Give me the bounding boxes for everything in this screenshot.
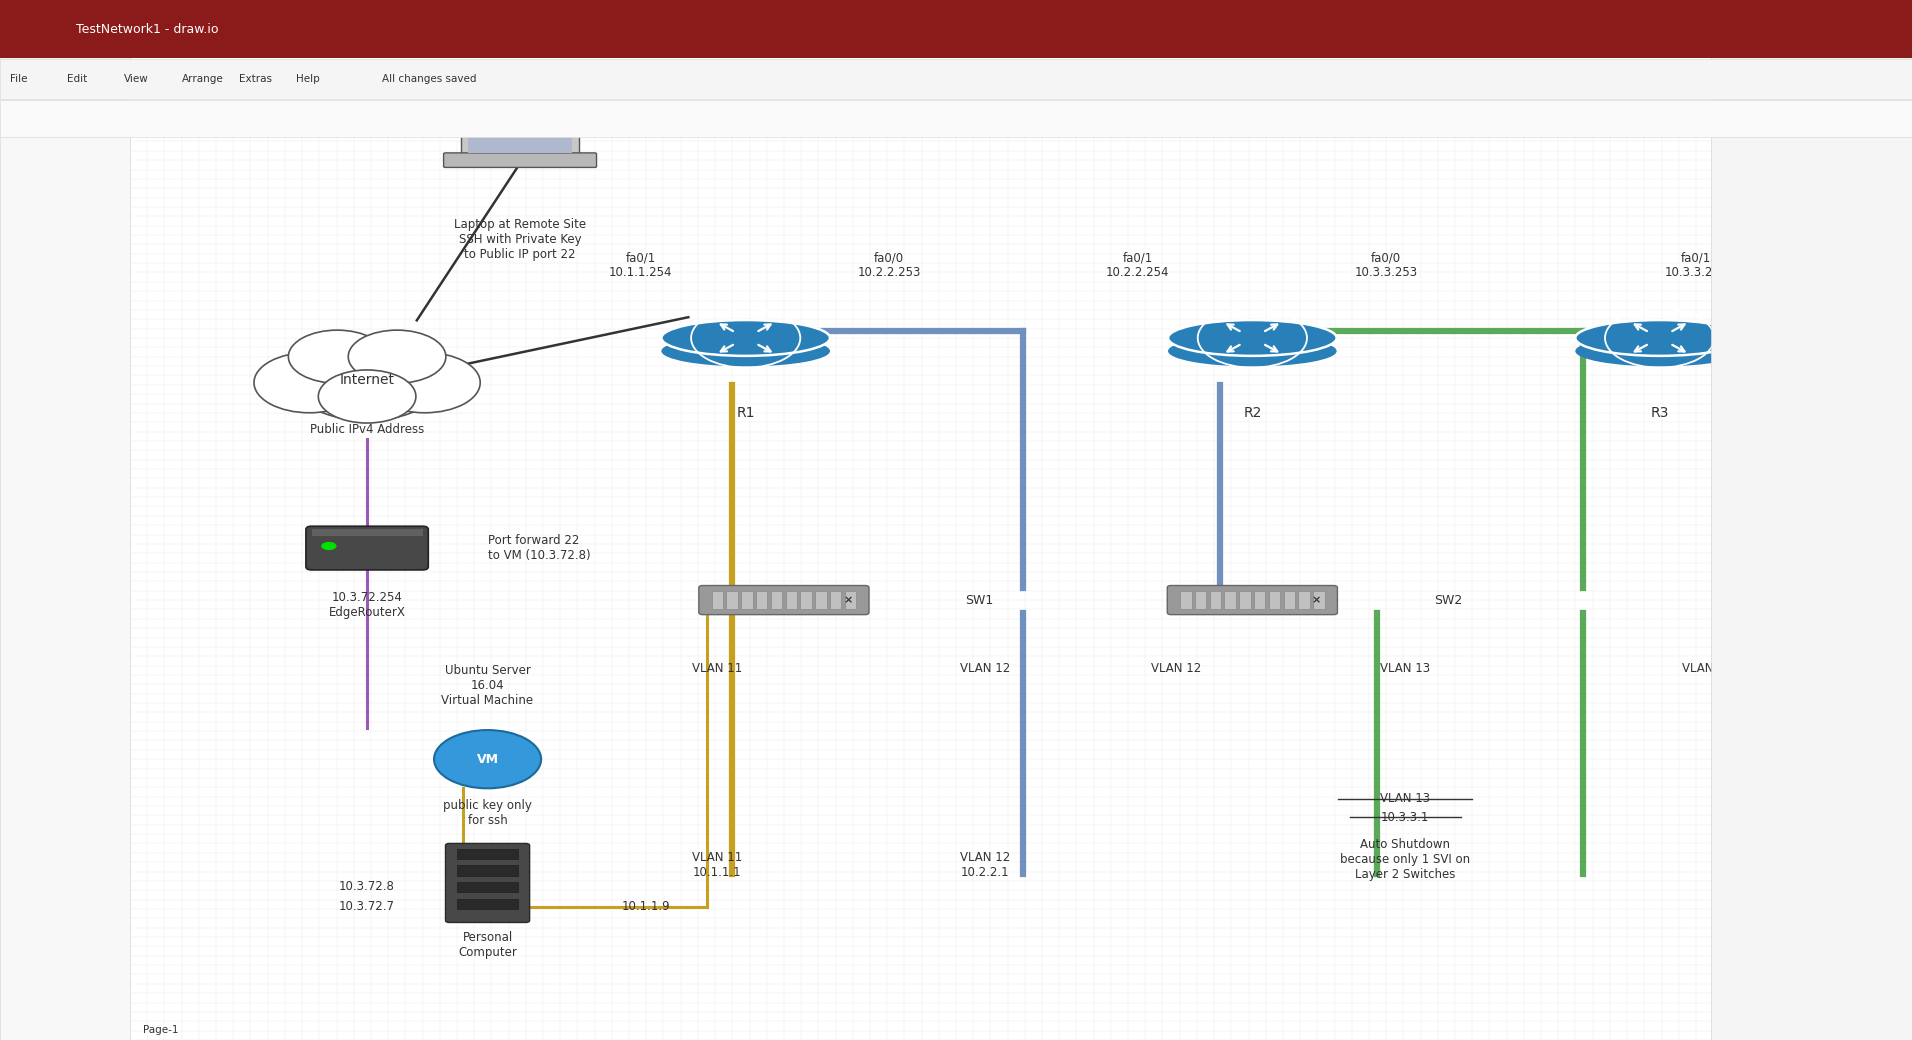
Text: VM: VM	[476, 753, 499, 765]
Text: fa0/1
10.2.2.254: fa0/1 10.2.2.254	[1105, 252, 1170, 279]
Bar	[815, 591, 826, 609]
Text: View: View	[124, 74, 149, 84]
Text: VLAN 12
10.2.2.1: VLAN 12 10.2.2.1	[960, 852, 1010, 879]
Text: fa0/1
10.1.1.254: fa0/1 10.1.1.254	[608, 252, 673, 279]
Text: Personal
Computer: Personal Computer	[459, 931, 516, 959]
Bar	[1210, 591, 1222, 609]
Text: VLAN 13: VLAN 13	[1380, 662, 1430, 675]
Ellipse shape	[662, 320, 830, 356]
Text: VLAN 12: VLAN 12	[960, 662, 1010, 675]
Bar	[457, 882, 518, 892]
Text: VLAN 11
10.1.1.1: VLAN 11 10.1.1.1	[692, 852, 742, 879]
Text: Auto Shutdown
because only 1 SVI on
Layer 2 Switches: Auto Shutdown because only 1 SVI on Laye…	[1340, 838, 1470, 881]
Text: VLAN 13: VLAN 13	[1380, 792, 1430, 805]
Circle shape	[293, 339, 442, 420]
FancyBboxPatch shape	[461, 113, 579, 157]
Text: SW1: SW1	[966, 594, 994, 606]
Bar	[1283, 591, 1294, 609]
Text: ×: ×	[1312, 595, 1321, 605]
Bar	[1270, 591, 1281, 609]
Text: Port forward 22
to VM (10.3.72.8): Port forward 22 to VM (10.3.72.8)	[488, 535, 591, 562]
Bar	[711, 591, 723, 609]
FancyBboxPatch shape	[1166, 586, 1336, 615]
Bar	[771, 591, 782, 609]
Text: Page-1: Page-1	[143, 1024, 180, 1035]
Text: SW2: SW2	[1434, 594, 1463, 606]
Bar	[1180, 591, 1191, 609]
FancyBboxPatch shape	[306, 526, 428, 570]
Text: fa0/1
10.3.3.254: fa0/1 10.3.3.254	[1663, 252, 1728, 279]
FancyBboxPatch shape	[0, 100, 1912, 137]
Circle shape	[369, 353, 480, 413]
Bar	[1239, 591, 1250, 609]
Ellipse shape	[1168, 336, 1336, 366]
Text: TestNetwork1 - draw.io: TestNetwork1 - draw.io	[76, 23, 220, 35]
Bar	[1298, 591, 1310, 609]
Bar	[1224, 591, 1235, 609]
FancyBboxPatch shape	[1711, 137, 1912, 1040]
Bar	[755, 591, 767, 609]
Circle shape	[321, 542, 337, 550]
Text: Laptop at Remote Site
SSH with Private Key
to Public IP port 22: Laptop at Remote Site SSH with Private K…	[453, 218, 587, 261]
FancyBboxPatch shape	[0, 0, 1912, 58]
Text: VLAN 13: VLAN 13	[1683, 662, 1732, 675]
Bar	[845, 591, 857, 609]
Text: VLAN 11: VLAN 11	[692, 662, 742, 675]
FancyBboxPatch shape	[312, 529, 423, 536]
Text: R3: R3	[1650, 406, 1669, 420]
Text: All changes saved: All changes saved	[382, 74, 476, 84]
Ellipse shape	[1168, 320, 1336, 356]
Text: Help: Help	[296, 74, 319, 84]
Bar	[801, 591, 813, 609]
Text: R1: R1	[736, 406, 755, 420]
Bar	[1254, 591, 1266, 609]
Circle shape	[254, 353, 365, 413]
Bar	[1195, 591, 1206, 609]
Text: R2: R2	[1243, 406, 1262, 420]
Circle shape	[317, 370, 417, 423]
FancyBboxPatch shape	[0, 137, 130, 1040]
Text: Ubuntu Server
16.04
Virtual Machine: Ubuntu Server 16.04 Virtual Machine	[442, 665, 533, 707]
Circle shape	[289, 330, 386, 383]
FancyBboxPatch shape	[445, 843, 530, 922]
Text: Extras: Extras	[239, 74, 272, 84]
Text: public key only
for ssh: public key only for ssh	[444, 799, 532, 827]
Text: Internet: Internet	[340, 372, 394, 387]
Text: ×: ×	[843, 595, 853, 605]
Text: Public IPv4 Address: Public IPv4 Address	[310, 423, 424, 436]
Text: 10.3.72.7: 10.3.72.7	[338, 901, 396, 913]
Text: 10.3.72.254
EdgeRouterX: 10.3.72.254 EdgeRouterX	[329, 591, 405, 619]
Bar	[727, 591, 738, 609]
FancyBboxPatch shape	[0, 59, 1912, 99]
Bar	[457, 865, 518, 876]
Text: VLAN 12: VLAN 12	[1151, 662, 1201, 675]
Text: 10.3.72.8: 10.3.72.8	[338, 880, 396, 892]
Text: 10.1.1.9: 10.1.1.9	[621, 901, 671, 913]
Bar	[830, 591, 841, 609]
Text: File: File	[10, 74, 27, 84]
Bar	[1314, 591, 1325, 609]
Text: Arrange: Arrange	[182, 74, 224, 84]
Text: fa0/0
10.3.3.253: fa0/0 10.3.3.253	[1354, 252, 1419, 279]
Circle shape	[348, 330, 445, 383]
Ellipse shape	[1575, 336, 1744, 366]
Ellipse shape	[1575, 320, 1744, 356]
Bar	[457, 849, 518, 859]
Bar	[786, 591, 797, 609]
Bar	[457, 899, 518, 909]
FancyBboxPatch shape	[130, 0, 1711, 1040]
Bar	[742, 591, 753, 609]
Text: Edit: Edit	[67, 74, 88, 84]
FancyBboxPatch shape	[444, 153, 597, 167]
Text: 10.3.3.1: 10.3.3.1	[1380, 811, 1430, 824]
FancyBboxPatch shape	[700, 586, 868, 615]
Text: fa0/0
10.2.2.253: fa0/0 10.2.2.253	[857, 252, 922, 279]
Bar	[468, 116, 572, 153]
Ellipse shape	[662, 336, 830, 366]
Circle shape	[434, 730, 541, 788]
